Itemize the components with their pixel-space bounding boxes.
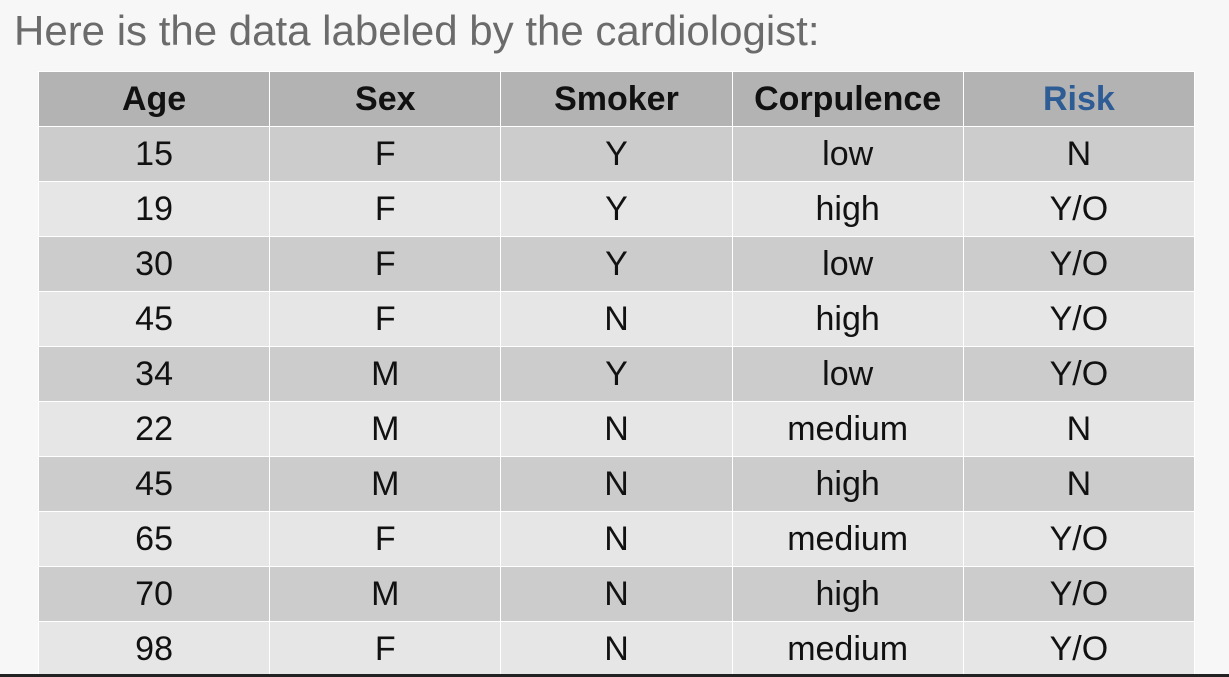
cell-age: 22	[37, 401, 271, 457]
cell-sex: M	[269, 401, 502, 457]
cell-age: 65	[37, 511, 271, 567]
column-header-age: Age	[37, 71, 271, 127]
cell-corpulence: high	[731, 456, 964, 512]
column-header-corpulence: Corpulence	[731, 71, 964, 127]
cell-age: 15	[37, 126, 271, 182]
cell-corpulence: high	[731, 181, 964, 237]
cell-sex: F	[269, 126, 502, 182]
cell-risk: Y/O	[962, 511, 1196, 567]
cell-smoker: N	[500, 401, 733, 457]
cell-smoker: N	[500, 456, 733, 512]
cell-risk: Y/O	[962, 236, 1196, 292]
column-header-sex: Sex	[269, 71, 502, 127]
cell-corpulence: low	[731, 236, 964, 292]
slide-heading: Here is the data labeled by the cardiolo…	[14, 7, 820, 54]
cell-sex: M	[269, 566, 502, 622]
cell-risk: Y/O	[962, 181, 1196, 237]
cell-corpulence: high	[731, 291, 964, 347]
cell-smoker: N	[500, 566, 733, 622]
cell-smoker: Y	[500, 346, 733, 402]
cell-sex: M	[269, 346, 502, 402]
cell-risk: N	[962, 401, 1196, 457]
cell-age: 98	[37, 621, 271, 677]
cell-corpulence: medium	[731, 401, 964, 457]
cell-risk: Y/O	[962, 621, 1196, 677]
cell-smoker: N	[500, 291, 733, 347]
cell-sex: F	[269, 236, 502, 292]
table-header-row: Age Sex Smoker Corpulence Risk	[37, 71, 1196, 127]
cell-age: 45	[37, 291, 271, 347]
cell-corpulence: low	[731, 126, 964, 182]
cell-smoker: N	[500, 511, 733, 567]
cell-corpulence: high	[731, 566, 964, 622]
cell-age: 30	[37, 236, 271, 292]
cell-sex: F	[269, 181, 502, 237]
cell-sex: F	[269, 621, 502, 677]
cell-age: 70	[37, 566, 271, 622]
cell-risk: Y/O	[962, 291, 1196, 347]
cell-corpulence: low	[731, 346, 964, 402]
column-header-smoker: Smoker	[500, 71, 733, 127]
cell-smoker: Y	[500, 236, 733, 292]
cell-risk: N	[962, 456, 1196, 512]
cell-sex: M	[269, 456, 502, 512]
cell-corpulence: medium	[731, 511, 964, 567]
column-header-risk: Risk	[962, 71, 1196, 127]
cell-risk: N	[962, 126, 1196, 182]
cell-smoker: Y	[500, 126, 733, 182]
bottom-divider	[0, 674, 1229, 677]
cell-sex: F	[269, 511, 502, 567]
cell-smoker: N	[500, 621, 733, 677]
cell-corpulence: medium	[731, 621, 964, 677]
cell-sex: F	[269, 291, 502, 347]
cell-age: 34	[37, 346, 271, 402]
cell-risk: Y/O	[962, 566, 1196, 622]
cell-age: 19	[37, 181, 271, 237]
cell-risk: Y/O	[962, 346, 1196, 402]
cell-smoker: Y	[500, 181, 733, 237]
cell-age: 45	[37, 456, 271, 512]
